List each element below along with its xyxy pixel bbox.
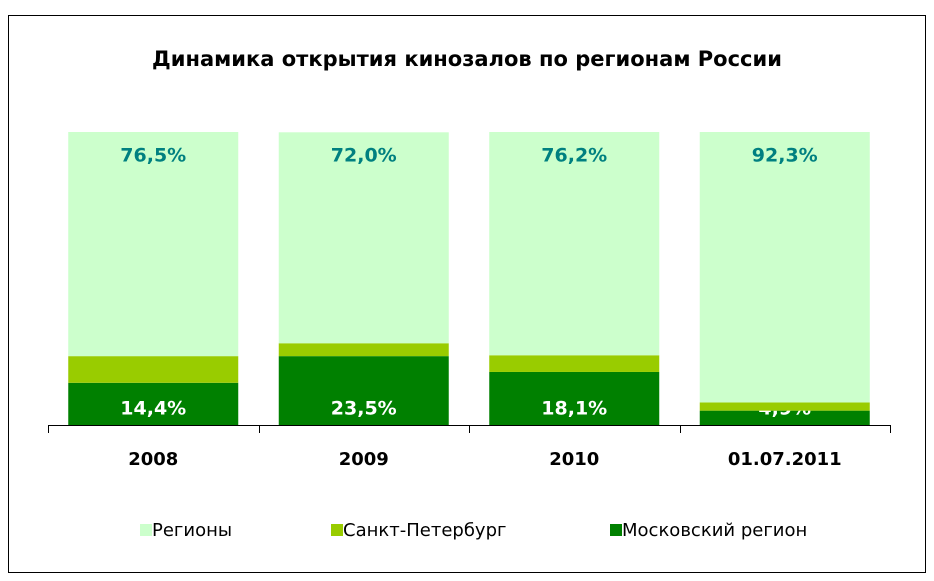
bar-segment: [489, 355, 660, 372]
data-label: 76,5%: [120, 145, 186, 167]
legend-swatch: [610, 524, 622, 536]
data-label: 23,5%: [331, 398, 397, 420]
bar-segment: [278, 356, 449, 425]
chart-title: Динамика открытия кинозалов по регионам …: [152, 47, 782, 71]
bar-segment: [699, 132, 870, 403]
data-label: 72,0%: [331, 145, 397, 167]
bar-segment: [489, 371, 660, 425]
data-label: 18,1%: [541, 398, 607, 420]
legend-label: Регионы: [152, 520, 232, 541]
data-label: 92,3%: [752, 145, 818, 167]
bar-segment: [699, 402, 870, 411]
legend-swatch: [140, 524, 152, 536]
bar-segment: [278, 343, 449, 357]
x-tick-label: 01.07.2011: [728, 449, 842, 470]
x-tick-label: 2008: [128, 449, 178, 470]
bar-segment: [489, 132, 660, 356]
x-tick-label: 2010: [549, 449, 599, 470]
bar-segment: [68, 356, 239, 383]
x-tick-label: 2009: [339, 449, 389, 470]
data-label: 76,2%: [541, 145, 607, 167]
bar-segment: [68, 132, 239, 357]
bar-segment: [68, 382, 239, 425]
legend-label: Московский регион: [622, 520, 807, 541]
legend-label: Санкт-Петербург: [343, 520, 506, 541]
legend-swatch: [331, 524, 343, 536]
bar-segment: [278, 132, 449, 344]
bar-segment: [699, 410, 870, 425]
data-label: 14,4%: [120, 398, 186, 420]
